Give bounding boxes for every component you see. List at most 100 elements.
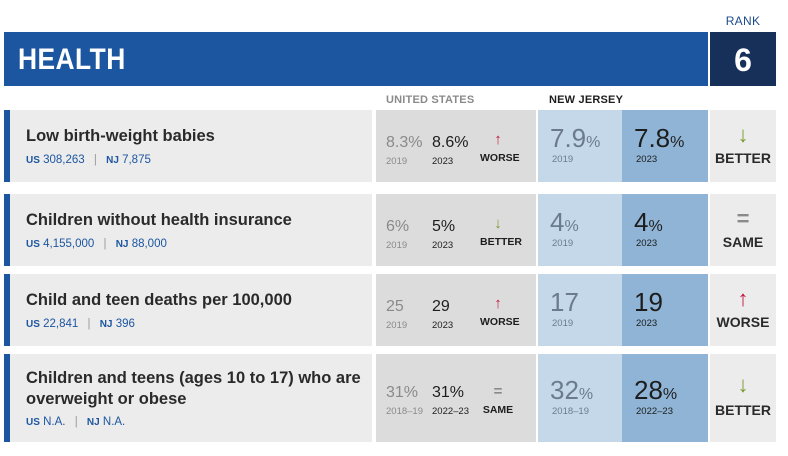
nj-old-year: 2018–19 [552, 406, 589, 417]
us-count-prefix: US [26, 155, 40, 166]
indicator-row: Children and teens (ages 10 to 17) who a… [4, 354, 776, 442]
nj-new-value: 28% [634, 376, 677, 409]
count-separator: | [87, 318, 91, 330]
nj-new-number: 7.8 [634, 123, 671, 153]
nj-trend-arrow-icon: ↓ [737, 122, 749, 147]
indicator-counts: US 4,155,000 | NJ 88,000 [26, 238, 167, 250]
nj-new-cell: 7.8% 2023 [622, 110, 708, 182]
nj-old-value: 17 [550, 288, 579, 321]
us-old-value: 31% [386, 384, 419, 401]
row-accent-bar [4, 274, 10, 346]
us-new-year: 2022–23 [432, 406, 469, 417]
nj-trend-arrow-icon: = [736, 206, 750, 231]
row-accent-bar [4, 110, 10, 182]
indicator-label-cell: Children without health insurance US 4,1… [10, 194, 372, 266]
nj-new-percent: % [648, 218, 663, 235]
nj-old-value: 32% [550, 376, 593, 409]
nj-new-number: 28 [634, 375, 663, 405]
indicator-counts: US 22,841 | NJ 396 [26, 318, 135, 330]
row-accent-bar [4, 354, 10, 442]
nj-trend-cell: = SAME [710, 194, 776, 266]
nj-new-value: 4% [634, 208, 663, 241]
nj-new-percent: % [662, 386, 678, 403]
nj-new-cell: 28% 2022–23 [622, 354, 708, 442]
us-trend-label: WORSE [480, 316, 520, 328]
us-old-value: 6% [386, 218, 410, 235]
us-trend-label: BETTER [480, 236, 522, 248]
indicator-counts: US 308,263 | NJ 7,875 [26, 154, 151, 166]
us-count: 4,155,000 [43, 238, 95, 250]
us-trend-label: WORSE [480, 152, 520, 164]
us-old-year: 2019 [386, 320, 408, 331]
us-count: 22,841 [43, 318, 79, 330]
us-trend-arrow-icon: ↑ [494, 131, 502, 148]
indicator-counts: US N.A. | NJ N.A. [26, 416, 125, 428]
nj-trend-cell: ↑ WORSE [710, 274, 776, 346]
nj-new-value: 7.8% [634, 124, 684, 157]
us-values-cell: 8.3% 2019 8.6% 2023 ↑ WORSE [376, 110, 536, 182]
nj-new-year: 2022–23 [636, 406, 673, 417]
header-bar: HEALTH [4, 32, 708, 86]
nj-new-year: 2023 [636, 154, 658, 165]
indicator-label-cell: Children and teens (ages 10 to 17) who a… [10, 354, 372, 442]
us-trend-arrow-icon: = [493, 383, 503, 400]
nj-new-number: 19 [634, 287, 663, 317]
indicator-label-cell: Low birth-weight babies US 308,263 | NJ … [10, 110, 372, 182]
nj-count-prefix: NJ [106, 155, 119, 166]
us-new-year: 2023 [432, 240, 454, 251]
us-trend-label: SAME [482, 404, 514, 416]
us-old-value: 8.3% [386, 134, 423, 151]
nj-old-percent: % [564, 218, 579, 235]
count-separator: | [93, 154, 97, 166]
nj-trend-label: BETTER [715, 150, 771, 166]
page-title: HEALTH [18, 43, 126, 76]
nj-old-value: 7.9% [550, 124, 600, 157]
column-header-nj: NEW JERSEY [549, 94, 624, 106]
us-old-year: 2019 [386, 240, 408, 251]
indicator-label-cell: Child and teen deaths per 100,000 US 22,… [10, 274, 372, 346]
nj-new-cell: 4% 2023 [622, 194, 708, 266]
nj-old-cell: 32% 2018–19 [538, 354, 622, 442]
nj-new-cell: 19 2023 [622, 274, 708, 346]
nj-count-prefix: NJ [115, 239, 129, 250]
indicator-title: Children without health insurance [26, 211, 292, 229]
nj-old-cell: 4% 2019 [538, 194, 622, 266]
nj-new-year: 2023 [636, 238, 658, 249]
us-old-value: 25 [386, 298, 404, 315]
us-new-year: 2023 [432, 320, 454, 331]
us-old-year: 2019 [386, 156, 408, 167]
nj-trend-cell: ↓ BETTER [710, 110, 776, 182]
rank-value: 6 [710, 32, 776, 86]
row-accent-bar [4, 194, 10, 266]
us-trend-arrow-icon: ↑ [494, 295, 502, 312]
nj-new-value: 19 [634, 288, 663, 321]
us-values-cell: 6% 2019 5% 2023 ↓ BETTER [376, 194, 536, 266]
us-new-value: 29 [432, 298, 450, 315]
nj-new-percent: % [670, 134, 685, 151]
indicator-title: Low birth-weight babies [26, 127, 215, 145]
nj-count: N.A. [102, 416, 126, 428]
us-trend-arrow-icon: ↓ [494, 215, 502, 232]
nj-count: 396 [115, 318, 135, 330]
us-new-value: 8.6% [432, 134, 469, 151]
nj-trend-label: BETTER [715, 402, 771, 418]
count-separator: | [74, 416, 78, 428]
nj-trend-arrow-icon: ↓ [737, 372, 749, 397]
us-values-cell: 25 2019 29 2023 ↑ WORSE [376, 274, 536, 346]
nj-old-cell: 17 2019 [538, 274, 622, 346]
us-new-value: 5% [432, 218, 456, 235]
nj-count: 88,000 [131, 238, 167, 250]
us-count-prefix: US [26, 319, 40, 330]
nj-old-cell: 7.9% 2019 [538, 110, 622, 182]
us-old-year: 2018–19 [386, 406, 423, 417]
indicator-row: Children without health insurance US 4,1… [4, 194, 776, 266]
nj-count-prefix: NJ [99, 319, 113, 330]
nj-old-year: 2019 [552, 318, 574, 329]
us-new-year: 2023 [432, 156, 454, 167]
nj-old-percent: % [586, 134, 601, 151]
nj-old-number: 17 [550, 287, 579, 317]
us-count: N.A. [43, 416, 66, 428]
indicator-row: Low birth-weight babies US 308,263 | NJ … [4, 110, 776, 182]
us-count-prefix: US [26, 417, 40, 428]
us-count-prefix: US [26, 239, 40, 250]
